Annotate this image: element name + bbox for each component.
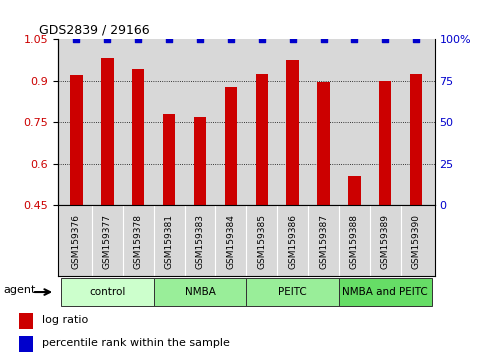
Text: GSM159390: GSM159390	[412, 214, 421, 269]
Bar	[379, 81, 391, 205]
Text: GSM159388: GSM159388	[350, 214, 359, 269]
Bar	[225, 87, 237, 205]
Bar	[163, 114, 175, 205]
Text: GSM159378: GSM159378	[134, 214, 143, 269]
Point	[103, 37, 111, 42]
Text: control: control	[89, 287, 126, 297]
Text: log ratio: log ratio	[42, 315, 88, 325]
Point	[72, 37, 80, 42]
Point	[320, 37, 327, 42]
Text: GSM159377: GSM159377	[103, 214, 112, 269]
Text: GSM159387: GSM159387	[319, 214, 328, 269]
Text: GDS2839 / 29166: GDS2839 / 29166	[39, 23, 150, 36]
FancyBboxPatch shape	[61, 278, 154, 306]
Bar	[101, 58, 114, 205]
Bar	[317, 82, 330, 205]
Text: NMBA and PEITC: NMBA and PEITC	[342, 287, 428, 297]
Text: GSM159385: GSM159385	[257, 214, 266, 269]
Point	[289, 37, 297, 42]
Bar	[19, 336, 33, 352]
Point	[227, 37, 235, 42]
Text: percentile rank within the sample: percentile rank within the sample	[42, 338, 230, 348]
Point	[351, 37, 358, 42]
Bar	[19, 313, 33, 329]
Text: NMBA: NMBA	[185, 287, 215, 297]
Bar	[132, 69, 144, 205]
Bar	[71, 75, 83, 205]
Point	[258, 37, 266, 42]
Point	[412, 37, 420, 42]
Bar	[194, 116, 206, 205]
Point	[196, 37, 204, 42]
Bar	[348, 176, 361, 205]
Text: GSM159389: GSM159389	[381, 214, 390, 269]
Text: PEITC: PEITC	[278, 287, 307, 297]
Text: agent: agent	[3, 285, 35, 296]
Text: GSM159386: GSM159386	[288, 214, 297, 269]
Text: GSM159383: GSM159383	[196, 214, 204, 269]
FancyBboxPatch shape	[339, 278, 432, 306]
Point	[382, 37, 389, 42]
Point	[134, 37, 142, 42]
Text: GSM159381: GSM159381	[165, 214, 173, 269]
Text: GSM159384: GSM159384	[227, 214, 235, 269]
FancyBboxPatch shape	[246, 278, 339, 306]
Point	[165, 37, 173, 42]
FancyBboxPatch shape	[154, 278, 246, 306]
Bar	[410, 74, 422, 205]
Bar	[256, 74, 268, 205]
Bar	[286, 60, 299, 205]
Text: GSM159376: GSM159376	[72, 214, 81, 269]
